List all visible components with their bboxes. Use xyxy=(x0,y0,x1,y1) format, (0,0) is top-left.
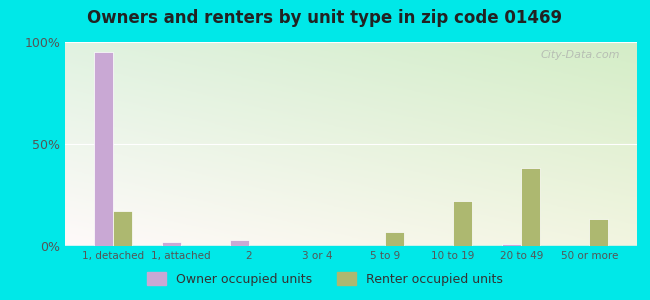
Bar xyxy=(521,169,540,246)
Legend: Owner occupied units, Renter occupied units: Owner occupied units, Renter occupied un… xyxy=(142,267,508,291)
Text: Owners and renters by unit type in zip code 01469: Owners and renters by unit type in zip c… xyxy=(88,9,562,27)
Bar xyxy=(230,240,249,246)
Bar xyxy=(162,242,181,246)
Bar xyxy=(94,52,112,246)
Bar xyxy=(385,232,404,246)
Text: City-Data.com: City-Data.com xyxy=(540,50,620,60)
Bar xyxy=(502,244,521,246)
Bar xyxy=(112,211,132,246)
Bar xyxy=(453,201,472,246)
Bar xyxy=(590,220,608,246)
